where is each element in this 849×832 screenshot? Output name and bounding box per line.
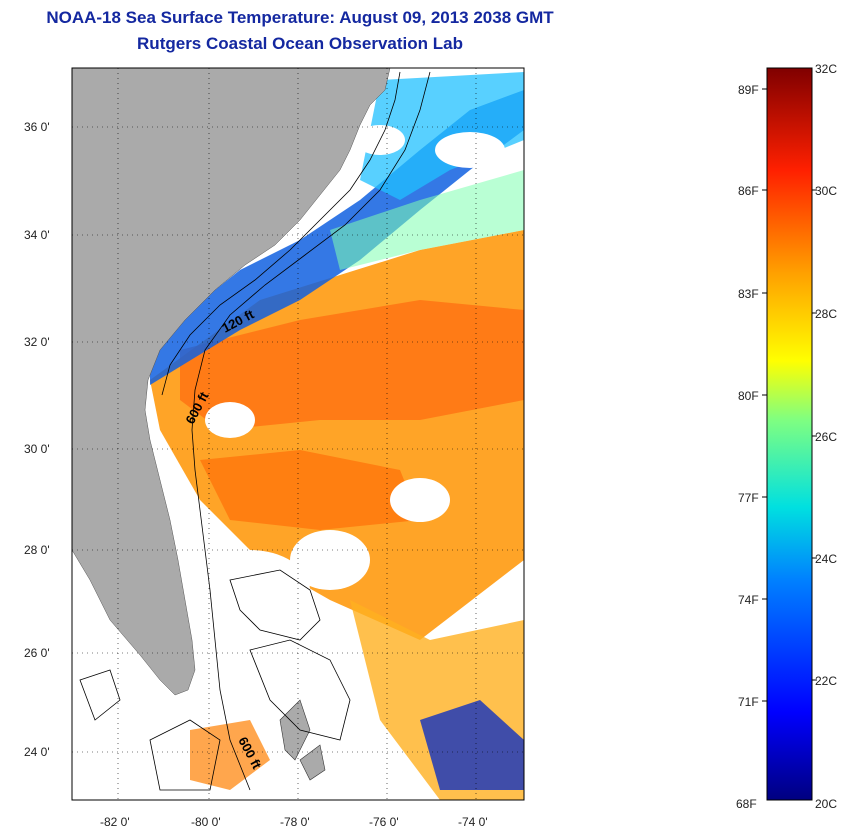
colorbar-celsius-label: 32C	[815, 62, 837, 76]
colorbar-fahrenheit-label: 71F	[738, 695, 759, 709]
colorbar-celsius-label: 20C	[815, 797, 837, 811]
sst-field	[150, 72, 524, 800]
colorbar-celsius-label: 22C	[815, 674, 837, 688]
lat-tick-label: 24 0'	[24, 745, 50, 759]
colorbar-fahrenheit-label: 83F	[738, 287, 759, 301]
colorbar-fahrenheit-label: 86F	[738, 184, 759, 198]
map-title: NOAA-18 Sea Surface Temperature: August …	[46, 8, 554, 27]
colorbar-celsius-label: 26C	[815, 430, 837, 444]
lon-tick-label: -76 0'	[369, 815, 399, 829]
lon-tick-label: -74 0'	[458, 815, 488, 829]
lat-tick-label: 32 0'	[24, 335, 50, 349]
lat-tick-label: 30 0'	[24, 442, 50, 456]
colorbar-celsius-label: 28C	[815, 307, 837, 321]
lon-tick-label: -82 0'	[100, 815, 130, 829]
lon-tick-label: -78 0'	[280, 815, 310, 829]
lat-tick-label: 36 0'	[24, 120, 50, 134]
lat-tick-label: 34 0'	[24, 228, 50, 242]
colorbar-fahrenheit-label: 80F	[738, 389, 759, 403]
colorbar-celsius-label: 30C	[815, 184, 837, 198]
colorbar-gradient	[766, 67, 813, 801]
bathymetry-contours	[79, 71, 431, 791]
colorbar-fahrenheit-label: 74F	[738, 593, 759, 607]
lon-tick-label: -80 0'	[191, 815, 221, 829]
bahamas-islands	[279, 699, 326, 781]
colorbar: 32C 30C 28C 26C 24C 22C 20C 89F 86F 83F …	[736, 62, 837, 811]
colorbar-fahrenheit-label: 77F	[738, 491, 759, 505]
land-mass	[72, 68, 391, 696]
grid-lines	[72, 68, 524, 800]
colorbar-fahrenheit-label: 89F	[738, 83, 759, 97]
lat-tick-label: 28 0'	[24, 543, 50, 557]
colorbar-celsius-label: 24C	[815, 552, 837, 566]
lat-axis: 36 0' 34 0' 32 0' 30 0' 28 0' 26 0' 24 0…	[24, 120, 50, 759]
lon-axis: -82 0' -80 0' -78 0' -76 0' -74 0'	[100, 815, 488, 829]
lat-tick-label: 26 0'	[24, 646, 50, 660]
colorbar-fahrenheit-label: 68F	[736, 797, 757, 811]
map-subtitle: Rutgers Coastal Ocean Observation Lab	[137, 34, 463, 53]
